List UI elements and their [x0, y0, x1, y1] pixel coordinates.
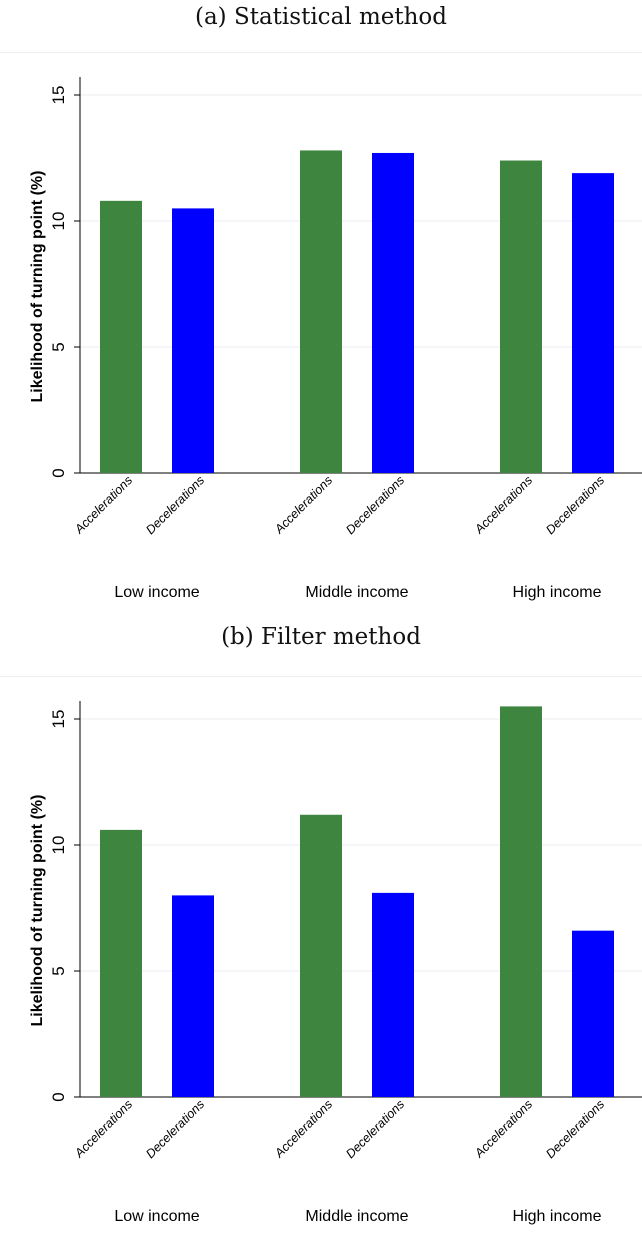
group-label: High income	[513, 584, 602, 601]
bar-decelerations	[172, 208, 214, 473]
x-category-label: Accelerations	[271, 473, 335, 537]
chart-filter-method: 0 5 10 15 Likelihood of turning point (%) Acc…	[0, 676, 642, 1237]
x-category-label: Decelerations	[143, 1097, 207, 1161]
bar-decelerations	[572, 173, 614, 473]
bar-accelerations	[300, 150, 342, 473]
panel-title: (a) Statistical method	[195, 4, 447, 30]
y-tick-label: 0	[49, 468, 68, 477]
x-category-label: Decelerations	[343, 1097, 407, 1161]
x-category-label: Accelerations	[471, 1097, 535, 1161]
y-axis-title: Likelihood of turning point (%)	[29, 795, 46, 1027]
bar-accelerations	[100, 200, 142, 473]
panel-title: (b) Filter method	[221, 624, 421, 650]
y-tick-label: 10	[49, 836, 68, 855]
panel-filter-method: (b) Filter method 0 5 10 15 Likelihood of tu…	[0, 612, 642, 1225]
bar-chart-filter: 0 5 10 15 Likelihood of turning point (%) Acc…	[29, 701, 642, 1225]
y-tick-label: 5	[49, 342, 68, 351]
group-label: Low income	[114, 1208, 199, 1225]
bar-decelerations	[572, 930, 614, 1097]
y-tick-label: 10	[49, 212, 68, 231]
bar-chart-statistical: 0 5 10 15 Likelihood of turning point (%) Acc…	[29, 77, 642, 601]
bar-decelerations	[372, 892, 414, 1097]
y-tick-label: 0	[49, 1092, 68, 1101]
y-tick-label: 5	[49, 966, 68, 975]
bar-accelerations	[100, 829, 142, 1097]
bar-decelerations	[372, 152, 414, 473]
bar-accelerations	[300, 814, 342, 1097]
y-tick-label: 15	[49, 86, 68, 105]
y-tick-label: 15	[49, 710, 68, 729]
group-label: Middle income	[305, 584, 408, 601]
y-axis-title: Likelihood of turning point (%)	[29, 171, 46, 403]
x-category-label: Accelerations	[471, 473, 535, 537]
bar-decelerations	[172, 895, 214, 1097]
bar-accelerations	[500, 706, 542, 1097]
x-category-label: Decelerations	[343, 473, 407, 537]
x-category-label: Accelerations	[71, 473, 135, 537]
x-category-label: Decelerations	[543, 473, 607, 537]
x-category-label: Decelerations	[143, 473, 207, 537]
group-label: Low income	[114, 584, 199, 601]
x-category-label: Accelerations	[71, 1097, 135, 1161]
panel-statistical-method: (a) Statistical method 0 5 10 15 Likelihood …	[0, 0, 642, 612]
chart-statistical-method: 0 5 10 15 Likelihood of turning point (%) Acc…	[0, 52, 642, 613]
bar-accelerations	[500, 160, 542, 473]
group-label: High income	[513, 1208, 602, 1225]
x-category-label: Decelerations	[543, 1097, 607, 1161]
group-label: Middle income	[305, 1208, 408, 1225]
x-category-label: Accelerations	[271, 1097, 335, 1161]
